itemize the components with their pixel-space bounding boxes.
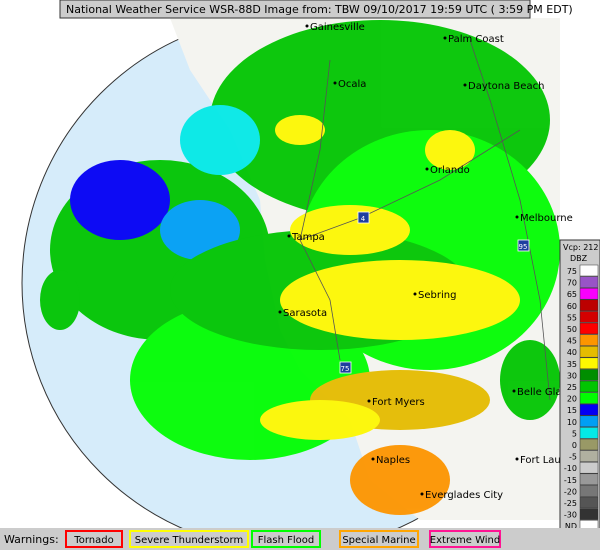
legend-level: 70	[567, 279, 577, 288]
legend-level: ND	[565, 522, 577, 531]
legend-level: 5	[572, 429, 577, 438]
legend-level: 10	[567, 418, 577, 427]
highway-shield	[517, 239, 530, 252]
legend-swatch	[579, 369, 599, 381]
city-label: Palm Coast	[448, 34, 504, 45]
legend-swatch	[579, 299, 599, 312]
legend-level: 45	[567, 337, 577, 346]
city-label: Belle Glade	[517, 387, 574, 398]
highway-shield	[357, 211, 370, 224]
legend-swatch	[579, 508, 599, 520]
legend-swatch	[579, 427, 599, 439]
city-label: Sarasota	[283, 308, 327, 319]
legend-level: 50	[567, 325, 577, 334]
legend-swatch	[579, 264, 599, 277]
legend-swatch	[579, 461, 599, 474]
city-label: Everglades City	[425, 490, 503, 501]
warning-button	[65, 530, 123, 548]
legend-swatch	[579, 496, 599, 509]
legend-swatch	[579, 311, 599, 323]
legend-level: -30	[564, 511, 577, 520]
legend-level: 20	[567, 395, 577, 404]
warning-label: Special Marine	[342, 535, 415, 546]
legend-level: 55	[567, 313, 577, 322]
city-label: Sebring	[418, 290, 456, 301]
city-dot	[287, 234, 291, 238]
legend-swatch	[579, 322, 599, 335]
highway-label: 75	[341, 365, 350, 373]
city-label: Ocala	[338, 79, 366, 90]
legend-vcp: Vcp: 212	[563, 243, 598, 252]
warning-label: Tornado	[73, 535, 113, 546]
legend-level: 0	[572, 441, 577, 450]
legend-level: -20	[564, 487, 577, 496]
warning-button	[129, 530, 249, 548]
city-dot	[371, 457, 375, 461]
city-dot	[425, 167, 429, 171]
city-label: Fort Lau	[520, 455, 561, 466]
legend-level: 35	[567, 360, 577, 369]
legend-swatch	[579, 415, 599, 428]
warning-label: Flash Flood	[258, 535, 315, 546]
legend-swatch	[579, 276, 599, 288]
city-dot	[443, 36, 447, 40]
city-dot	[512, 389, 516, 393]
warning-button	[251, 530, 321, 548]
city-dot	[413, 292, 417, 296]
legend-swatch	[579, 450, 599, 462]
legend-swatch	[579, 334, 599, 346]
highway-shield	[339, 361, 352, 374]
legend-level: -15	[564, 476, 577, 485]
legend-level: 25	[567, 383, 577, 392]
warning-button	[429, 530, 501, 548]
warning-label: Extreme Wind	[430, 535, 500, 546]
highway-label: 4	[361, 215, 366, 223]
header-bar	[59, 0, 531, 19]
city-label: Tampa	[291, 232, 325, 243]
city-label: Fort Myers	[372, 397, 425, 408]
warning-label: Severe Thunderstorm	[135, 535, 243, 546]
legend-swatch	[579, 357, 599, 370]
legend-swatch	[579, 438, 599, 451]
roads	[299, 39, 551, 401]
warning-button	[339, 530, 419, 548]
legend-level: 60	[567, 302, 577, 311]
legend-swatch	[579, 392, 599, 404]
legend-level: 65	[567, 290, 577, 299]
city-dot	[515, 457, 519, 461]
legend-swatch	[579, 380, 599, 393]
city-dot	[278, 310, 282, 314]
legend-swatch	[579, 485, 599, 497]
legend-level: 75	[567, 267, 577, 276]
legend-level: -5	[569, 453, 577, 462]
header-title: National Weather Service WSR-88D Image f…	[66, 3, 573, 16]
legend-swatch	[579, 345, 599, 358]
city-dot	[463, 83, 467, 87]
city-dot	[305, 24, 309, 28]
legend-swatch	[579, 287, 599, 300]
legend-level: 30	[567, 371, 577, 380]
city-label: Orlando	[430, 165, 470, 176]
legend-level: -10	[564, 464, 577, 473]
city-dot	[420, 492, 424, 496]
city-label: Gainesville	[310, 22, 365, 33]
echoes	[40, 20, 560, 515]
city-label: Melbourne	[520, 213, 573, 224]
legend-level: -25	[564, 499, 577, 508]
legend-level: 40	[567, 348, 577, 357]
city-label: Naples	[376, 455, 410, 466]
legend-unit: DBZ	[570, 254, 588, 263]
city-label: Daytona Beach	[468, 81, 544, 92]
city-dot	[367, 399, 371, 403]
legend-swatch	[579, 473, 599, 486]
warnings-label: Warnings:	[4, 533, 59, 546]
city-dot	[515, 215, 519, 219]
highway-label: 95	[519, 243, 528, 251]
city-dot	[333, 81, 337, 85]
legend-swatch	[579, 403, 599, 416]
legend-level: 15	[567, 406, 577, 415]
